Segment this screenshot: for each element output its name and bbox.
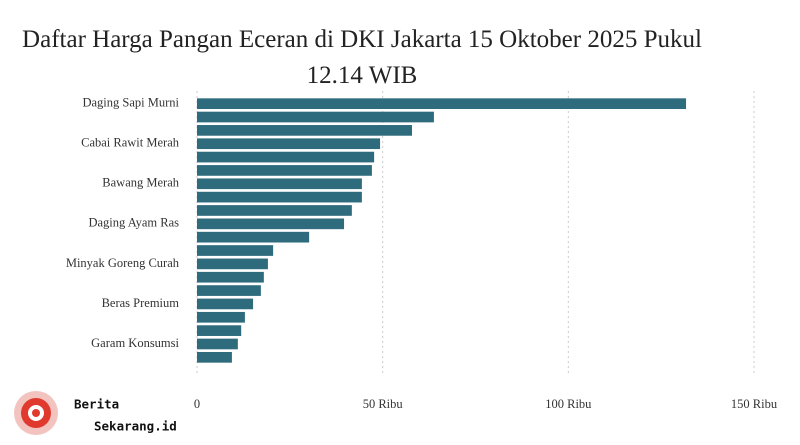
bar — [197, 298, 254, 310]
x-tick-label: 100 Ribu — [545, 397, 592, 411]
y-tick-label: Minyak Goreng Curah — [66, 256, 180, 270]
bar — [197, 178, 362, 190]
y-tick-label: Daging Ayam Ras — [88, 216, 179, 230]
y-tick-label: Beras Premium — [102, 296, 180, 310]
bar — [197, 258, 268, 270]
x-tick-label: 150 Ribu — [731, 397, 778, 411]
y-tick-label: Garam Konsumsi — [91, 336, 179, 350]
bar — [197, 138, 381, 150]
logo-text: Sekarang.id — [94, 419, 177, 434]
bar — [197, 165, 372, 176]
bar — [197, 98, 687, 110]
bar — [197, 205, 352, 216]
x-tick-label: 50 Ribu — [363, 397, 404, 411]
bar — [197, 311, 245, 323]
x-tick-label: 0 — [194, 397, 200, 411]
bar — [197, 271, 264, 283]
bar — [197, 245, 274, 256]
bar — [197, 285, 261, 296]
logo-icon — [14, 391, 58, 435]
bar — [197, 351, 232, 363]
y-tick-label: Bawang Merah — [102, 176, 179, 190]
bar — [197, 111, 434, 123]
y-tick-label: Daging Sapi Murni — [82, 96, 179, 110]
bar — [197, 218, 345, 230]
bar — [197, 338, 238, 350]
bar — [197, 151, 375, 163]
bar — [197, 125, 413, 136]
bar — [197, 231, 310, 243]
bar — [197, 191, 362, 203]
logo-text: Berita — [74, 397, 119, 412]
chart-title: Daftar Harga Pangan Eceran di DKI Jakart… — [22, 26, 702, 89]
y-tick-label: Cabai Rawit Merah — [81, 136, 180, 150]
bar — [197, 325, 242, 336]
